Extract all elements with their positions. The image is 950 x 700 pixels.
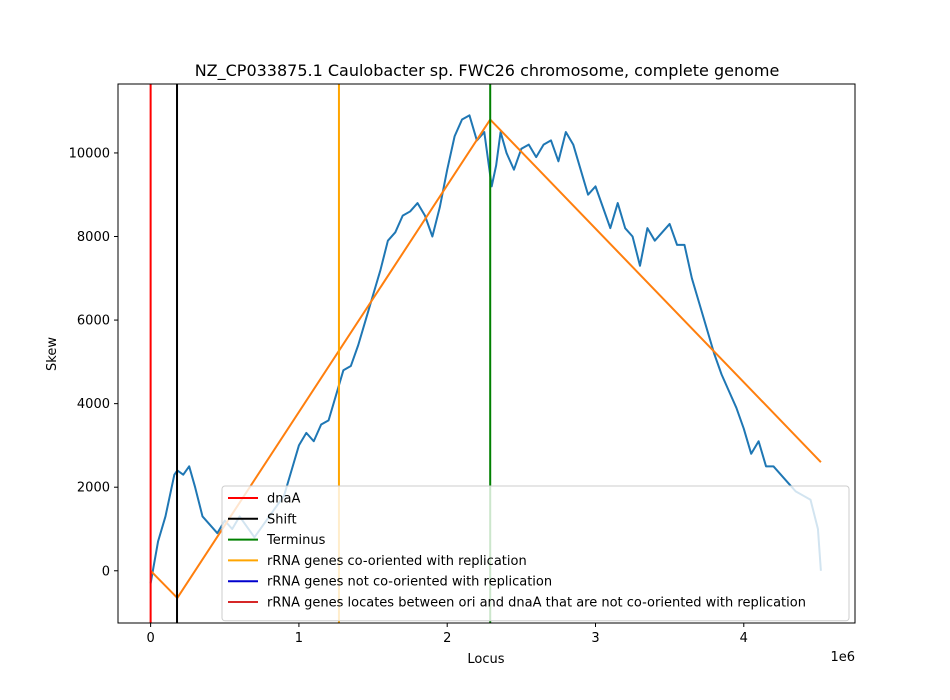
y-axis-label: Skew <box>45 337 60 371</box>
y-tick-label: 10000 <box>69 146 110 161</box>
legend-label: dnaA <box>267 492 300 507</box>
legend-label: Terminus <box>266 533 326 548</box>
plot-area <box>149 84 822 623</box>
legend-box <box>221 485 850 622</box>
legend-label: rRNA genes locates between ori and dnaA … <box>267 596 806 611</box>
y-tick-label: 0 <box>102 564 110 579</box>
x-tick-label: 1 <box>295 631 303 646</box>
legend-label: rRNA genes not co-oriented with replicat… <box>267 575 552 590</box>
plot-frame <box>117 83 856 624</box>
y-tick-label: 2000 <box>77 481 110 496</box>
x-axis: 0 1 2 3 4 <box>146 623 748 646</box>
x-axis-offset-label: 1e6 <box>830 650 855 665</box>
x-tick-label: 0 <box>146 631 154 646</box>
x-axis-label: Locus <box>467 652 504 667</box>
chart-title: NZ_CP033875.1 Caulobacter sp. FWC26 chro… <box>195 61 780 81</box>
fit-series-line <box>149 118 822 599</box>
y-axis: 0 2000 4000 6000 8000 10000 <box>69 146 118 579</box>
x-tick-label: 3 <box>591 631 599 646</box>
y-tick-label: 6000 <box>77 314 110 329</box>
legend-label: Shift <box>267 512 297 527</box>
legend: dnaA Shift Terminus rRNA genes co-oriented … <box>221 485 850 622</box>
y-tick-label: 8000 <box>77 230 110 245</box>
x-tick-label: 2 <box>443 631 451 646</box>
x-tick-label: 4 <box>740 631 748 646</box>
y-tick-label: 4000 <box>77 397 110 412</box>
legend-label: rRNA genes co-oriented with replication <box>267 554 527 569</box>
